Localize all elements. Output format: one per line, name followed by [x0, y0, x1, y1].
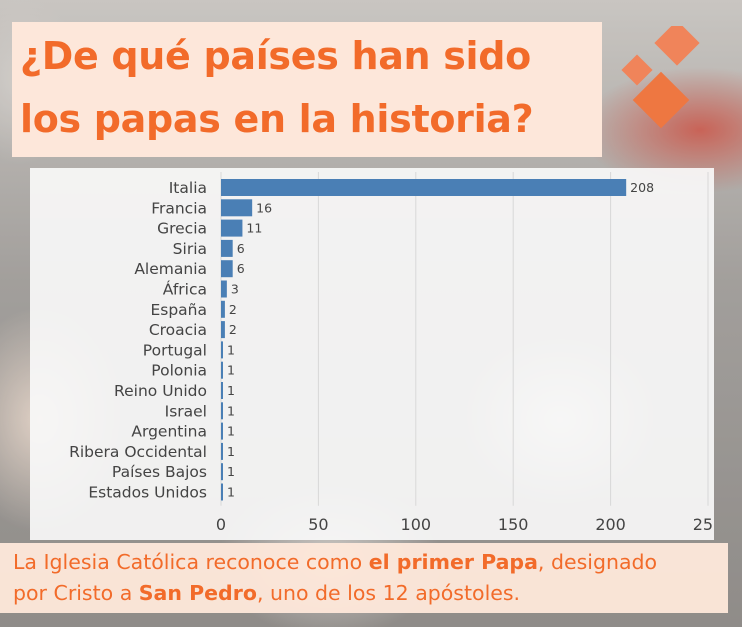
data-label: 1	[227, 424, 235, 439]
data-label: 1	[227, 403, 235, 418]
category-label: Portugal	[143, 341, 207, 359]
data-label: 2	[229, 322, 237, 337]
data-label: 208	[630, 180, 654, 195]
data-label: 1	[227, 485, 235, 500]
data-label: 6	[237, 241, 245, 256]
category-label: Reino Unido	[114, 382, 207, 400]
data-label: 6	[237, 261, 245, 276]
category-label: Croacia	[149, 321, 207, 339]
x-tick-label: 250	[693, 515, 714, 534]
caption-line-1: La Iglesia Católica reconoce como el pri…	[13, 550, 657, 574]
bar	[221, 321, 225, 339]
caption-line-2: por Cristo a San Pedro, uno de los 12 ap…	[13, 581, 520, 605]
caption-text: por Cristo a	[13, 581, 139, 605]
diamond-logo-icon	[621, 26, 700, 129]
bar	[221, 239, 233, 257]
bar	[221, 463, 223, 481]
category-label: Polonia	[151, 362, 207, 380]
caption-panel	[0, 543, 728, 613]
bar-chart: 050100150200250Italia208Francia16Grecia1…	[30, 168, 714, 540]
bar	[221, 300, 225, 318]
data-label: 16	[256, 200, 272, 215]
data-label: 1	[227, 342, 235, 357]
logo-diamond-top	[654, 26, 700, 66]
bar	[221, 483, 223, 501]
data-label: 11	[246, 221, 262, 236]
x-tick-label: 200	[595, 515, 626, 534]
caption-text: , uno de los 12 apóstoles.	[256, 581, 521, 605]
caption-bold-text: San Pedro	[138, 581, 257, 605]
bar	[221, 199, 253, 217]
category-label: Siria	[173, 240, 207, 258]
data-label: 2	[229, 302, 237, 317]
bar	[221, 219, 243, 237]
data-label: 1	[227, 444, 235, 459]
category-label: Ribera Occidental	[69, 443, 207, 461]
caption-text: , designado	[537, 550, 658, 574]
page-title-line-1: ¿De qué países han sido	[20, 34, 531, 78]
category-label: España	[150, 301, 207, 319]
data-label: 3	[231, 282, 239, 297]
title-panel	[12, 22, 602, 157]
logo-diamond-small	[621, 54, 653, 86]
bar	[221, 422, 223, 440]
x-tick-label: 0	[216, 515, 226, 534]
bar	[221, 361, 223, 379]
x-tick-label: 100	[401, 515, 432, 534]
category-label: África	[163, 280, 207, 299]
page-title-line-2: los papas en la historia?	[20, 97, 534, 141]
x-tick-label: 150	[498, 515, 529, 534]
category-label: Francia	[151, 199, 207, 217]
category-label: Israel	[165, 402, 207, 420]
category-label: Italia	[169, 179, 207, 197]
bar	[221, 382, 223, 399]
category-label: Argentina	[131, 423, 207, 441]
data-label: 1	[227, 383, 235, 398]
data-label: 1	[227, 464, 235, 479]
category-label: Alemania	[134, 260, 207, 278]
x-tick-label: 50	[308, 515, 328, 534]
bar	[221, 179, 627, 196]
caption-text: La Iglesia Católica reconoce como	[13, 550, 369, 574]
bar	[221, 260, 233, 278]
category-label: Grecia	[157, 220, 207, 238]
bar	[221, 280, 227, 298]
data-label: 1	[227, 363, 235, 378]
bar	[221, 341, 223, 359]
category-label: Países Bajos	[112, 463, 207, 481]
bar-chart-svg: 050100150200250Italia208Francia16Grecia1…	[69, 172, 714, 534]
category-label: Estados Unidos	[88, 484, 207, 502]
caption-bold-text: el primer Papa	[368, 550, 538, 574]
bar	[221, 442, 223, 460]
bar	[221, 402, 223, 420]
